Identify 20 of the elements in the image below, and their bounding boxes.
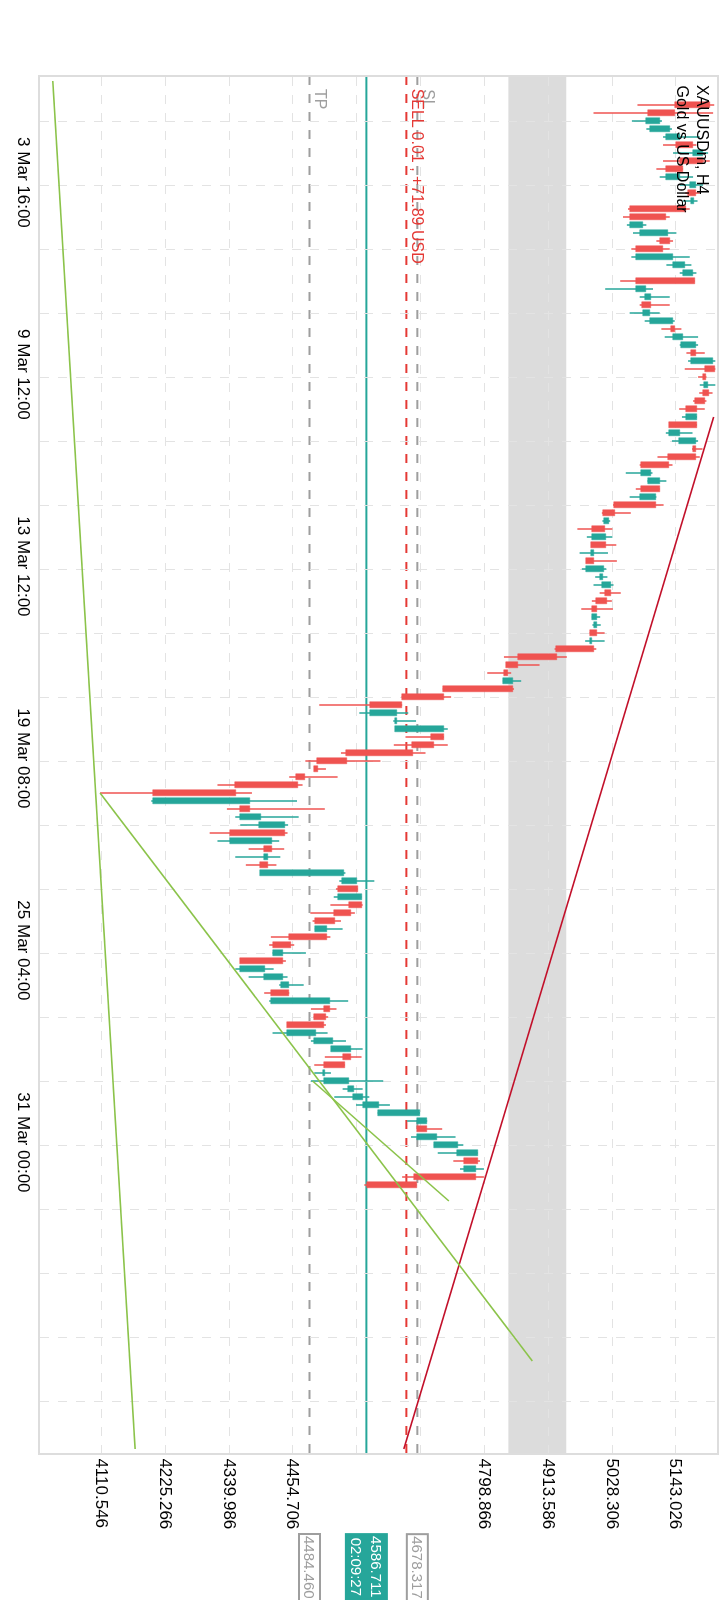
x-tick-label: 4913.586 [538,1458,558,1530]
text: 4484.460 [301,1536,318,1599]
x-tick-label: 5143.026 [666,1458,686,1530]
x-tick-label: 4454.706 [283,1458,303,1530]
y-tick-label: 19 Mar 08:00 [13,708,33,809]
ref-line-label: TP [312,89,329,110]
x-tick-label: 4798.866 [474,1458,494,1530]
y-tick-label: 13 Mar 12:00 [13,516,33,617]
x-tick-label: 4339.986 [219,1458,239,1530]
text: Gold vs US Dollar [673,85,691,214]
text: 4678.317 [408,1536,426,1599]
x-tick-label: 5028.306 [602,1458,622,1530]
y-tick-label: 9 Mar 12:00 [13,329,33,420]
x-tick-label: 4110.546 [91,1458,111,1529]
x-tick-label: 4225.266 [155,1458,175,1530]
text: XAUUSDm, H4 [694,85,711,195]
text: 4586.711 02:09:27 [348,1536,385,1598]
y-tick-label: 25 Mar 04:00 [13,900,33,1001]
y-tick-label: 31 Mar 00:00 [13,1092,33,1193]
y-tick-label: 3 Mar 16:00 [13,137,33,228]
